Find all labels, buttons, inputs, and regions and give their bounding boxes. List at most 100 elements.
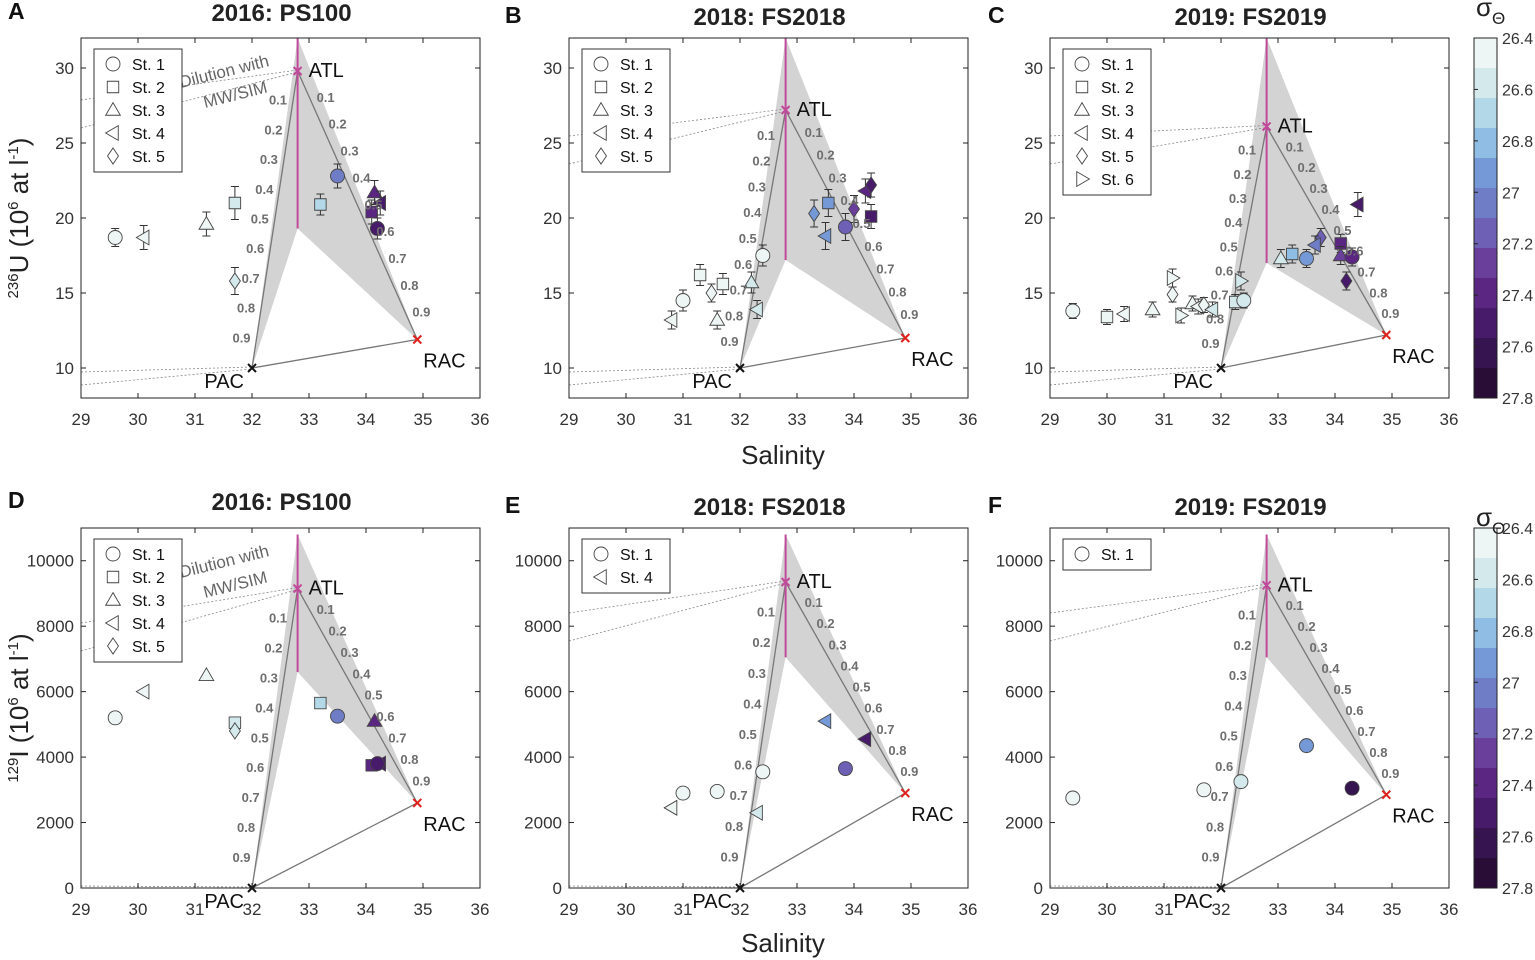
fraction-label-rac: 0.2	[1298, 160, 1316, 175]
colorbar-segment	[1474, 828, 1497, 859]
atl-label: ATL	[797, 571, 832, 593]
x-tick-label: 29	[560, 410, 579, 429]
legend-marker-st4	[592, 124, 607, 142]
dilution-line	[569, 368, 741, 386]
fraction-label-pac: 0.8	[1206, 312, 1224, 327]
atl-endmember-marker	[292, 583, 303, 594]
fraction-label-pac: 0.5	[739, 231, 757, 246]
fraction-label-rac: 0.9	[1381, 766, 1399, 781]
data-point-st4	[372, 194, 386, 212]
fraction-label-pac: 0.7	[730, 283, 748, 298]
legend-entry: St. 4	[132, 126, 165, 143]
colorbar-segment	[1474, 128, 1497, 159]
fraction-label-pac: 0.7	[242, 790, 260, 805]
colorbar-segment	[1474, 798, 1497, 829]
x-tick-label: 31	[186, 900, 205, 919]
colorbar-segment	[1474, 68, 1497, 99]
fraction-label-pac: 0.5	[251, 212, 269, 227]
fraction-label-rac: 0.8	[400, 278, 418, 293]
legend-marker-st2	[594, 80, 608, 94]
fraction-label-rac: 0.1	[1286, 139, 1304, 154]
panel-title: 2018: FS2018	[693, 494, 845, 521]
fraction-label-rac: 0.5	[1333, 223, 1351, 238]
mixing-line-pac-atl	[1220, 126, 1268, 369]
fraction-label-pac: 0.4	[1224, 698, 1243, 713]
legend-entry: St. 2	[132, 80, 165, 97]
fraction-label-rac: 0.3	[829, 637, 847, 652]
legend-entry: St. 5	[620, 149, 653, 166]
colorbar-label-subscript: Θ	[1492, 9, 1505, 28]
legend-marker-st1	[593, 56, 609, 72]
fraction-label-rac: 0.1	[1286, 598, 1304, 613]
mixing-line-atl-rac	[297, 588, 418, 804]
fraction-label-pac: 0.9	[720, 334, 738, 349]
fraction-label-rac: 0.6	[1345, 703, 1363, 718]
axes-frame	[568, 527, 969, 889]
x-tick-label: 31	[674, 410, 693, 429]
legend-marker-st5	[594, 147, 608, 165]
legend-marker-st4	[104, 124, 119, 142]
fraction-label-pac: 0.6	[734, 257, 752, 272]
fraction-label-rac: 0.2	[329, 117, 347, 132]
legend-entry: St. 4	[620, 570, 653, 587]
fraction-label-rac: 0.7	[1357, 264, 1375, 279]
panel-e: 0.1 0.1 0.2 0.2 0.3 0.3 0.4 0.4 0.5 0.5 0.6 0.6 0.7 0…	[505, 492, 977, 919]
fraction-label-pac: 0.8	[725, 819, 743, 834]
colorbar-tick-label: 27	[1502, 675, 1520, 692]
colorbar-label-subscript: Θ	[1492, 519, 1505, 538]
y-axis-label: 129I (106 at l-1)	[4, 633, 34, 782]
fraction-label-pac: 0.2	[752, 154, 770, 169]
rac-endmember-marker	[412, 798, 423, 808]
data-point-st1	[1196, 782, 1212, 798]
legend-entry: St. 5	[132, 149, 165, 166]
fraction-label-rac: 0.7	[388, 251, 406, 266]
fraction-label-rac: 0.9	[412, 305, 430, 320]
y-tick-label: 15	[55, 284, 74, 303]
fraction-label-pac: 0.1	[757, 605, 775, 620]
mixing-line-pac-atl	[251, 70, 299, 369]
x-tick-label: 29	[72, 900, 91, 919]
panel-letter: B	[505, 2, 522, 28]
legend-entry: St. 3	[1101, 103, 1134, 120]
colorbar-segment	[1474, 38, 1497, 69]
plot-area	[569, 38, 906, 386]
legend-entry: St. 5	[132, 639, 165, 656]
x-tick-label: 33	[1269, 900, 1288, 919]
legend: St. 1	[1062, 538, 1152, 571]
data-point-st3	[1332, 247, 1349, 262]
fraction-label-pac: 0.3	[1229, 191, 1247, 206]
x-tick-label: 36	[959, 900, 978, 919]
data-point-st5	[1340, 272, 1353, 290]
mixing-line-atl-rac	[297, 70, 418, 340]
plot-area	[569, 534, 906, 888]
colorbar-tick-label: 26.6	[1502, 572, 1533, 589]
data-point-st1	[1065, 790, 1081, 806]
y-tick-label: 8000	[36, 617, 74, 636]
fraction-label-pac: 0.8	[237, 820, 255, 835]
colorbar-segment	[1474, 188, 1497, 219]
x-axis-label-top: Salinity	[741, 440, 825, 470]
panel-letter: F	[988, 492, 1002, 518]
data-point-st1	[369, 221, 385, 236]
x-tick-label: 32	[731, 410, 750, 429]
dilution-line	[1050, 366, 1222, 373]
y-tick-label: 30	[55, 59, 74, 78]
mixing-line-atl-rac	[785, 581, 906, 794]
panel-d: 0.1 0.1 0.2 0.2 0.3 0.3 0.4 0.4 0.5 0.5 0.6 0.6 0.7 0…	[4, 487, 489, 919]
pac-label: PAC	[204, 371, 244, 393]
x-tick-label: 36	[471, 410, 490, 429]
legend-entry: St. 4	[1101, 126, 1134, 143]
data-point-st2	[716, 277, 730, 291]
legend-marker-st1	[1074, 546, 1090, 562]
fraction-label-rac: 0.2	[1298, 619, 1316, 634]
legend-marker-st2	[106, 570, 120, 584]
data-point-st1	[1299, 251, 1314, 266]
colorbar-tick-label: 26.6	[1502, 82, 1533, 99]
legend-box	[1062, 48, 1152, 196]
legend-marker-st3	[104, 101, 122, 116]
colorbar-segment	[1474, 278, 1497, 309]
fraction-label-rac: 0.9	[900, 764, 918, 779]
x-tick-label: 31	[674, 900, 693, 919]
atl-endmember-marker	[1261, 580, 1272, 590]
rac-endmember-marker	[900, 788, 911, 798]
